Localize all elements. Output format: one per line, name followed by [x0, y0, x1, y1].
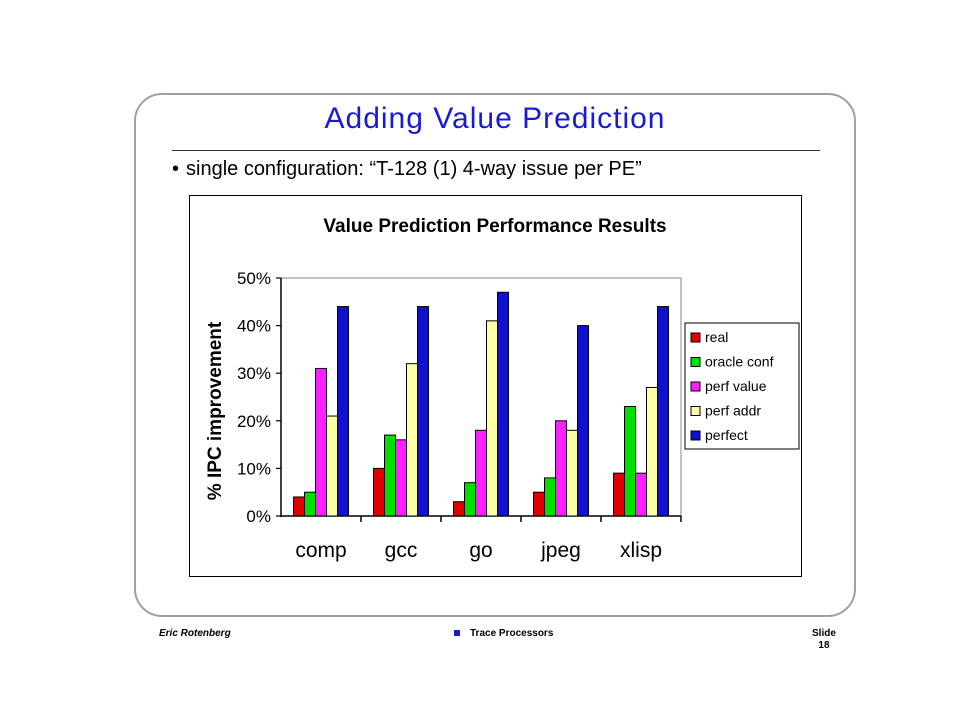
legend-swatch — [690, 406, 701, 416]
footer-slide-label: Slide — [812, 628, 836, 639]
bar — [326, 415, 338, 517]
bar — [646, 386, 658, 517]
bar — [304, 491, 316, 517]
bar — [544, 477, 556, 517]
chart-title: Value Prediction Performance Results — [323, 216, 666, 237]
bullet-item: • single configuration: “T-128 (1) 4-way … — [172, 158, 642, 181]
y-tick-label: 50% — [237, 269, 271, 288]
y-tick-label: 10% — [237, 459, 271, 478]
x-tick-label: gcc — [385, 539, 418, 562]
x-tick-label: go — [469, 539, 492, 562]
bullet-text: single configuration: “T-128 (1) 4-way i… — [186, 158, 642, 180]
y-tick-label: 40% — [237, 317, 271, 336]
bar — [613, 472, 625, 517]
bar — [406, 363, 418, 517]
bar — [417, 306, 429, 517]
legend-label: real — [705, 329, 728, 345]
bar — [373, 467, 385, 517]
bar — [475, 429, 487, 517]
legend-label: perf value — [705, 378, 767, 394]
footer-slide-value: 18 — [818, 640, 830, 651]
x-tick-label: xlisp — [620, 539, 662, 562]
bar — [486, 320, 498, 517]
legend-label: perf addr — [705, 403, 761, 419]
legend-swatch — [690, 332, 701, 343]
slide-title: Adding Value Prediction — [324, 102, 666, 135]
footer-author: Eric Rotenberg — [159, 628, 231, 639]
bar — [337, 306, 349, 517]
bar — [555, 420, 567, 517]
bar — [533, 491, 545, 517]
footer-center-text: Trace Processors — [470, 628, 554, 639]
footer-slide-number: Slide 18 — [812, 628, 836, 652]
bar — [657, 306, 669, 517]
bar — [384, 434, 396, 517]
legend — [684, 322, 800, 450]
bar — [315, 367, 327, 517]
bar — [464, 482, 476, 517]
y-tick-label: 30% — [237, 364, 271, 383]
square-bullet-icon — [454, 630, 460, 637]
legend-label: perfect — [705, 427, 748, 443]
bar — [577, 325, 589, 517]
legend-swatch — [690, 357, 701, 367]
title-divider — [172, 150, 820, 151]
bar — [635, 472, 647, 517]
bar — [497, 291, 509, 517]
bar — [453, 501, 465, 517]
bar-chart: Value Prediction Performance Results % I… — [205, 216, 800, 562]
y-axis-label: % IPC improvement — [205, 321, 226, 500]
x-tick-label: comp — [295, 539, 346, 562]
bar — [566, 429, 578, 517]
legend-label: oracle conf — [705, 354, 774, 370]
bar — [395, 439, 407, 517]
y-tick-label: 20% — [237, 412, 271, 431]
y-tick-label: 0% — [246, 507, 271, 526]
x-tick-label: jpeg — [540, 539, 581, 562]
legend-swatch — [690, 430, 701, 441]
bar — [293, 496, 305, 517]
legend-swatch — [690, 381, 701, 392]
footer-center: Trace Processors — [454, 628, 553, 639]
bullet-dot-icon: • — [172, 158, 180, 180]
bar — [624, 406, 636, 517]
